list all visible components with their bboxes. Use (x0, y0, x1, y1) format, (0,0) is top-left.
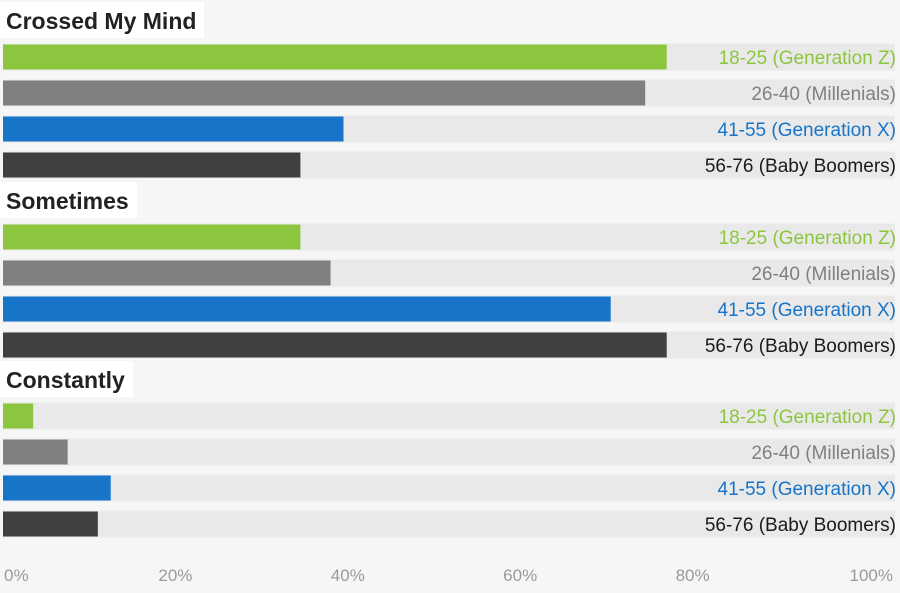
bar (3, 44, 667, 70)
x-tick-label: 80% (676, 566, 710, 585)
series-label: 26-40 (Millenials) (751, 443, 896, 464)
series-label: 18-25 (Generation Z) (719, 48, 896, 69)
bar-track (3, 474, 895, 502)
series-label: 41-55 (Generation X) (718, 300, 897, 321)
bar (3, 116, 344, 142)
bar-track (3, 402, 895, 430)
bar (3, 296, 611, 322)
bar-track (3, 510, 895, 538)
bar (3, 332, 667, 358)
group-title-band (0, 182, 137, 218)
bar (3, 439, 68, 465)
x-tick-label: 20% (158, 566, 192, 585)
x-tick-label: 40% (331, 566, 365, 585)
bar (3, 224, 301, 250)
bar (3, 403, 34, 429)
x-tick-label: 60% (503, 566, 537, 585)
x-tick-label: 0% (4, 566, 29, 585)
series-label: 41-55 (Generation X) (718, 479, 897, 500)
series-label: 56-76 (Baby Boomers) (705, 515, 896, 536)
series-label: 56-76 (Baby Boomers) (705, 156, 896, 177)
series-label: 41-55 (Generation X) (718, 120, 897, 141)
series-label: 26-40 (Millenials) (751, 264, 896, 285)
bar (3, 511, 98, 537)
bar (3, 260, 331, 286)
series-label: 18-25 (Generation Z) (719, 228, 896, 249)
group-title: Sometimes (6, 188, 129, 214)
series-label: 56-76 (Baby Boomers) (705, 336, 896, 357)
group-title-band (0, 2, 204, 38)
bar (3, 80, 646, 106)
group-title-band (0, 361, 133, 397)
bar (3, 152, 301, 178)
bar-track (3, 438, 895, 466)
series-label: 26-40 (Millenials) (751, 84, 896, 105)
bar (3, 475, 111, 501)
x-tick-label: 100% (850, 566, 893, 585)
group-title: Crossed My Mind (6, 8, 196, 34)
series-label: 18-25 (Generation Z) (719, 407, 896, 428)
group-title: Constantly (6, 367, 125, 393)
